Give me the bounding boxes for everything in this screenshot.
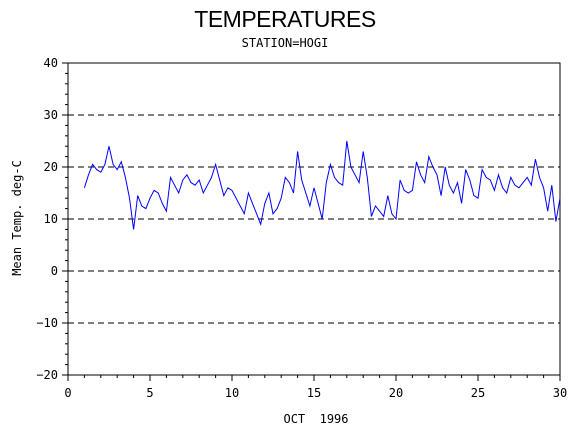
y-axis-ticks: −20 −10 0 10 20 30 40 — [36, 56, 68, 382]
grid-lines — [68, 62, 560, 376]
x-tick-label: 30 — [553, 386, 567, 400]
x-tick-label: 25 — [471, 386, 485, 400]
y-tick-label: 30 — [44, 108, 58, 122]
x-axis-label: OCT 1996 — [283, 412, 348, 426]
chart-title: TEMPERATURES — [194, 6, 376, 32]
x-tick-label: 20 — [389, 386, 403, 400]
y-tick-label: −10 — [36, 316, 58, 330]
y-tick-label: 40 — [44, 56, 58, 70]
y-tick-label: 20 — [44, 160, 58, 174]
chart-subtitle: STATION=HOGI — [241, 36, 329, 50]
x-axis-ticks: 0 5 10 15 20 25 30 — [64, 375, 567, 400]
x-tick-label: 5 — [146, 386, 153, 400]
x-tick-label: 0 — [64, 386, 71, 400]
x-tick-label: 15 — [307, 386, 321, 400]
y-tick-label: 10 — [44, 212, 58, 226]
y-tick-label: −20 — [36, 368, 58, 382]
series-layer — [83, 140, 561, 230]
temperature-line — [83, 140, 561, 230]
x-tick-label: 10 — [225, 386, 239, 400]
y-tick-label: 0 — [51, 264, 58, 278]
y-axis-label: Mean Temp. deg-C — [10, 160, 24, 276]
